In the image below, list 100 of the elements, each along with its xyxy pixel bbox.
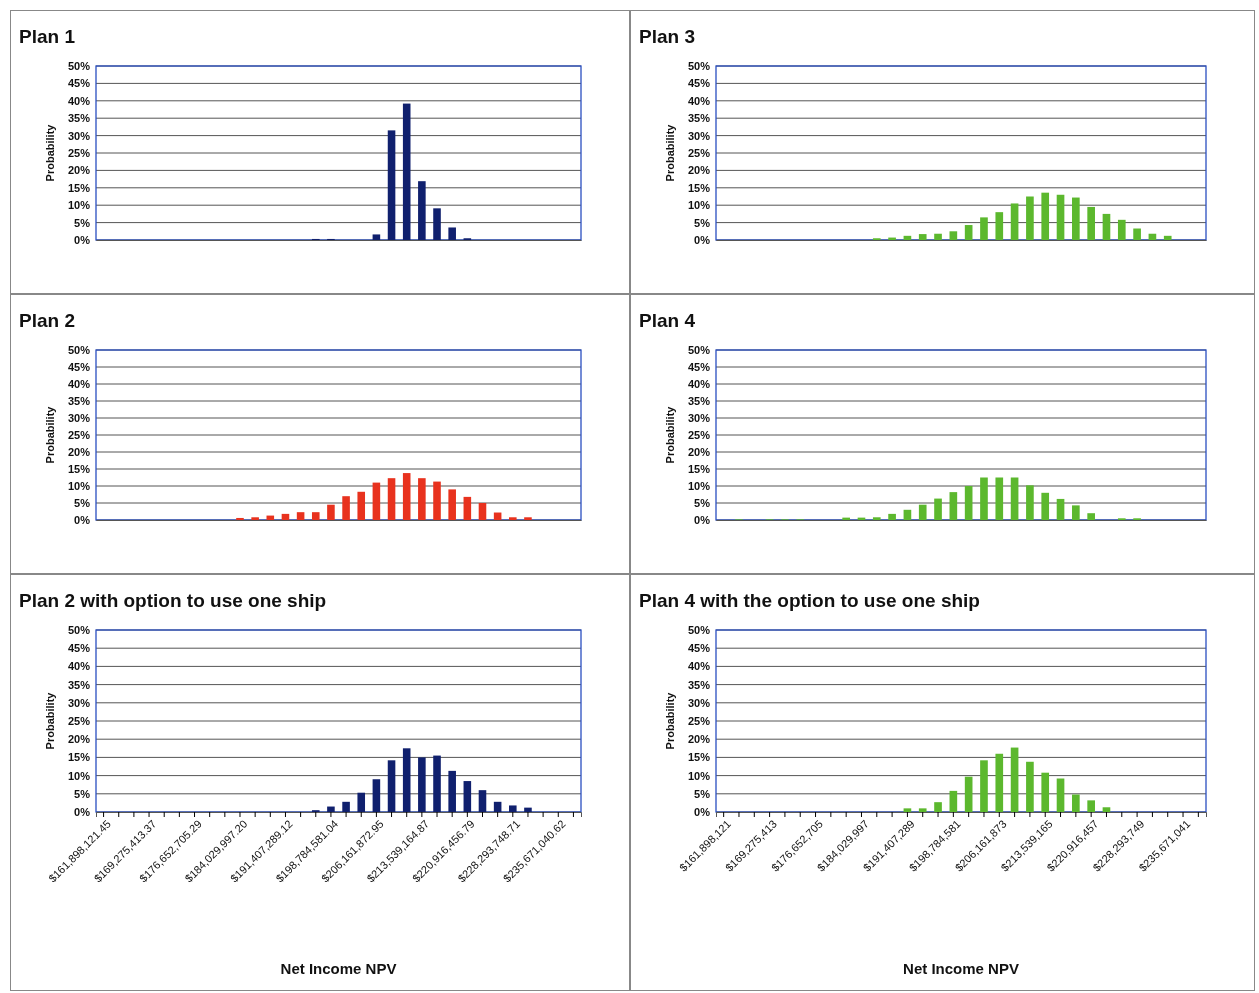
bar <box>1056 194 1065 240</box>
y-axis-title: Probability <box>44 405 56 464</box>
y-tick-label: 50% <box>687 60 711 73</box>
y-tick-label: 40% <box>687 94 711 107</box>
y-tick-label: 25% <box>687 715 711 728</box>
bar <box>980 217 988 240</box>
bar <box>1072 505 1080 520</box>
bar <box>903 509 912 520</box>
y-tick-label: 30% <box>687 696 711 709</box>
y-tick-label: 35% <box>67 678 91 691</box>
chart-title: Plan 2 <box>19 310 75 331</box>
y-axis-title: Probability <box>664 123 676 182</box>
y-tick-label: 0% <box>694 514 711 527</box>
bar <box>903 808 912 812</box>
bar <box>402 103 411 240</box>
y-tick-label: 50% <box>67 624 91 637</box>
bar <box>934 802 942 812</box>
bar <box>872 517 881 520</box>
y-tick-label: 15% <box>67 751 91 764</box>
y-tick-label: 5% <box>74 216 91 229</box>
bar <box>433 755 441 812</box>
y-tick-label: 0% <box>74 514 91 527</box>
y-tick-label: 40% <box>67 660 91 673</box>
chart-title: Plan 2 with option to use one ship <box>19 590 327 611</box>
bar <box>357 792 366 812</box>
bar <box>918 234 927 240</box>
bar <box>327 806 335 812</box>
y-tick-label: 35% <box>67 395 91 408</box>
bar <box>1102 213 1111 240</box>
chart-title: Plan 4 <box>639 310 696 331</box>
y-tick-label: 25% <box>67 147 91 160</box>
y-tick-label: 40% <box>67 378 91 391</box>
bar <box>949 492 958 520</box>
bar <box>1010 477 1019 520</box>
y-tick-label: 10% <box>687 199 711 212</box>
bar <box>478 790 487 812</box>
bar <box>964 486 973 520</box>
y-tick-label: 0% <box>694 234 711 247</box>
bar <box>418 181 426 240</box>
bar <box>281 513 290 520</box>
bar <box>463 496 472 520</box>
bar <box>1026 761 1034 812</box>
y-tick-label: 45% <box>687 642 711 655</box>
chart-title: Plan 3 <box>639 26 695 47</box>
y-tick-label: 20% <box>67 446 91 459</box>
bar <box>1133 228 1141 240</box>
bar <box>296 512 305 520</box>
bar <box>1056 778 1065 812</box>
bar <box>995 753 1004 812</box>
bar <box>448 770 456 812</box>
y-tick-label: 15% <box>687 181 711 194</box>
y-tick-label: 45% <box>67 77 91 90</box>
y-tick-label: 45% <box>67 642 91 655</box>
y-tick-label: 25% <box>687 147 711 160</box>
bar <box>1056 498 1065 520</box>
y-tick-label: 40% <box>687 378 711 391</box>
bar <box>964 225 973 240</box>
y-axis-title: Probability <box>44 123 56 182</box>
y-tick-label: 45% <box>67 361 91 374</box>
bar <box>524 807 532 812</box>
y-tick-label: 15% <box>687 751 711 764</box>
chart-title: Plan 4 with the option to use one ship <box>639 590 980 611</box>
bar <box>980 760 988 812</box>
y-axis-title: Probability <box>664 691 676 750</box>
y-tick-label: 30% <box>687 412 711 425</box>
y-tick-label: 10% <box>687 480 711 493</box>
y-tick-label: 40% <box>687 660 711 673</box>
y-tick-label: 10% <box>687 769 711 782</box>
bar <box>1041 492 1050 520</box>
bar <box>1026 485 1034 520</box>
bar <box>387 478 396 520</box>
bar <box>964 776 973 812</box>
y-tick-label: 0% <box>74 806 91 819</box>
bar <box>509 805 517 812</box>
bar <box>463 781 472 812</box>
y-tick-label: 10% <box>67 480 91 493</box>
x-axis-title: Net Income NPV <box>903 960 1019 977</box>
y-tick-label: 50% <box>687 624 711 637</box>
bar <box>1087 513 1095 520</box>
bar <box>372 482 381 520</box>
bar <box>387 130 396 240</box>
y-tick-label: 50% <box>67 344 91 357</box>
bar <box>418 478 426 520</box>
y-tick-label: 5% <box>694 216 711 229</box>
y-tick-label: 35% <box>687 678 711 691</box>
y-tick-label: 5% <box>694 497 711 510</box>
y-tick-label: 35% <box>687 112 711 125</box>
bar <box>995 477 1004 520</box>
y-tick-label: 25% <box>67 715 91 728</box>
bar <box>1087 206 1095 240</box>
bar <box>1041 192 1050 240</box>
bar <box>342 496 350 520</box>
y-tick-label: 35% <box>67 112 91 125</box>
bar <box>949 231 958 240</box>
y-tick-label: 15% <box>67 463 91 476</box>
bar <box>1041 772 1050 812</box>
bar <box>1102 807 1111 812</box>
bar <box>995 212 1004 240</box>
bar <box>402 473 411 520</box>
bar <box>402 748 411 812</box>
